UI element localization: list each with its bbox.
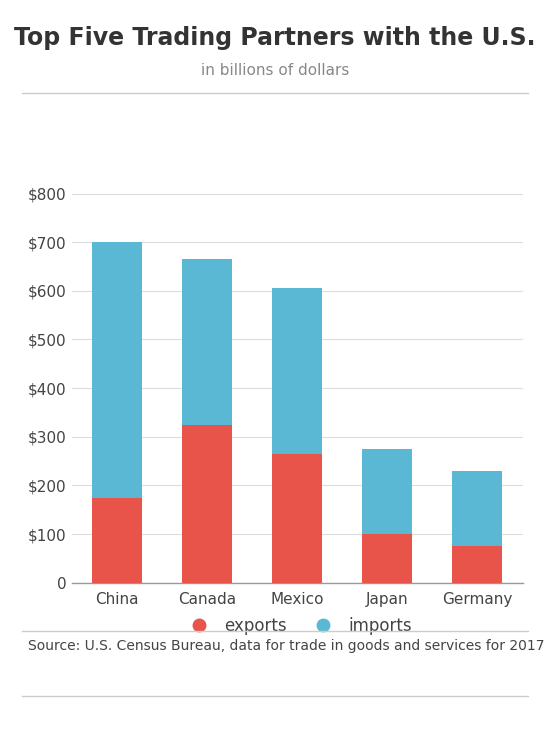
Bar (362, 534, 412, 583)
Bar (453, 546, 502, 583)
Bar (182, 259, 232, 424)
Bar (92, 498, 141, 583)
Bar (182, 424, 232, 583)
Legend: exports, imports: exports, imports (175, 610, 419, 641)
Bar (453, 471, 502, 546)
Text: in billions of dollars: in billions of dollars (201, 63, 349, 78)
Bar (92, 242, 141, 498)
Bar (272, 288, 322, 453)
Bar (362, 449, 412, 534)
Text: Top Five Trading Partners with the U.S.: Top Five Trading Partners with the U.S. (14, 26, 536, 50)
Bar (272, 453, 322, 583)
Text: Source: U.S. Census Bureau, data for trade in goods and services for 2017: Source: U.S. Census Bureau, data for tra… (28, 639, 544, 653)
